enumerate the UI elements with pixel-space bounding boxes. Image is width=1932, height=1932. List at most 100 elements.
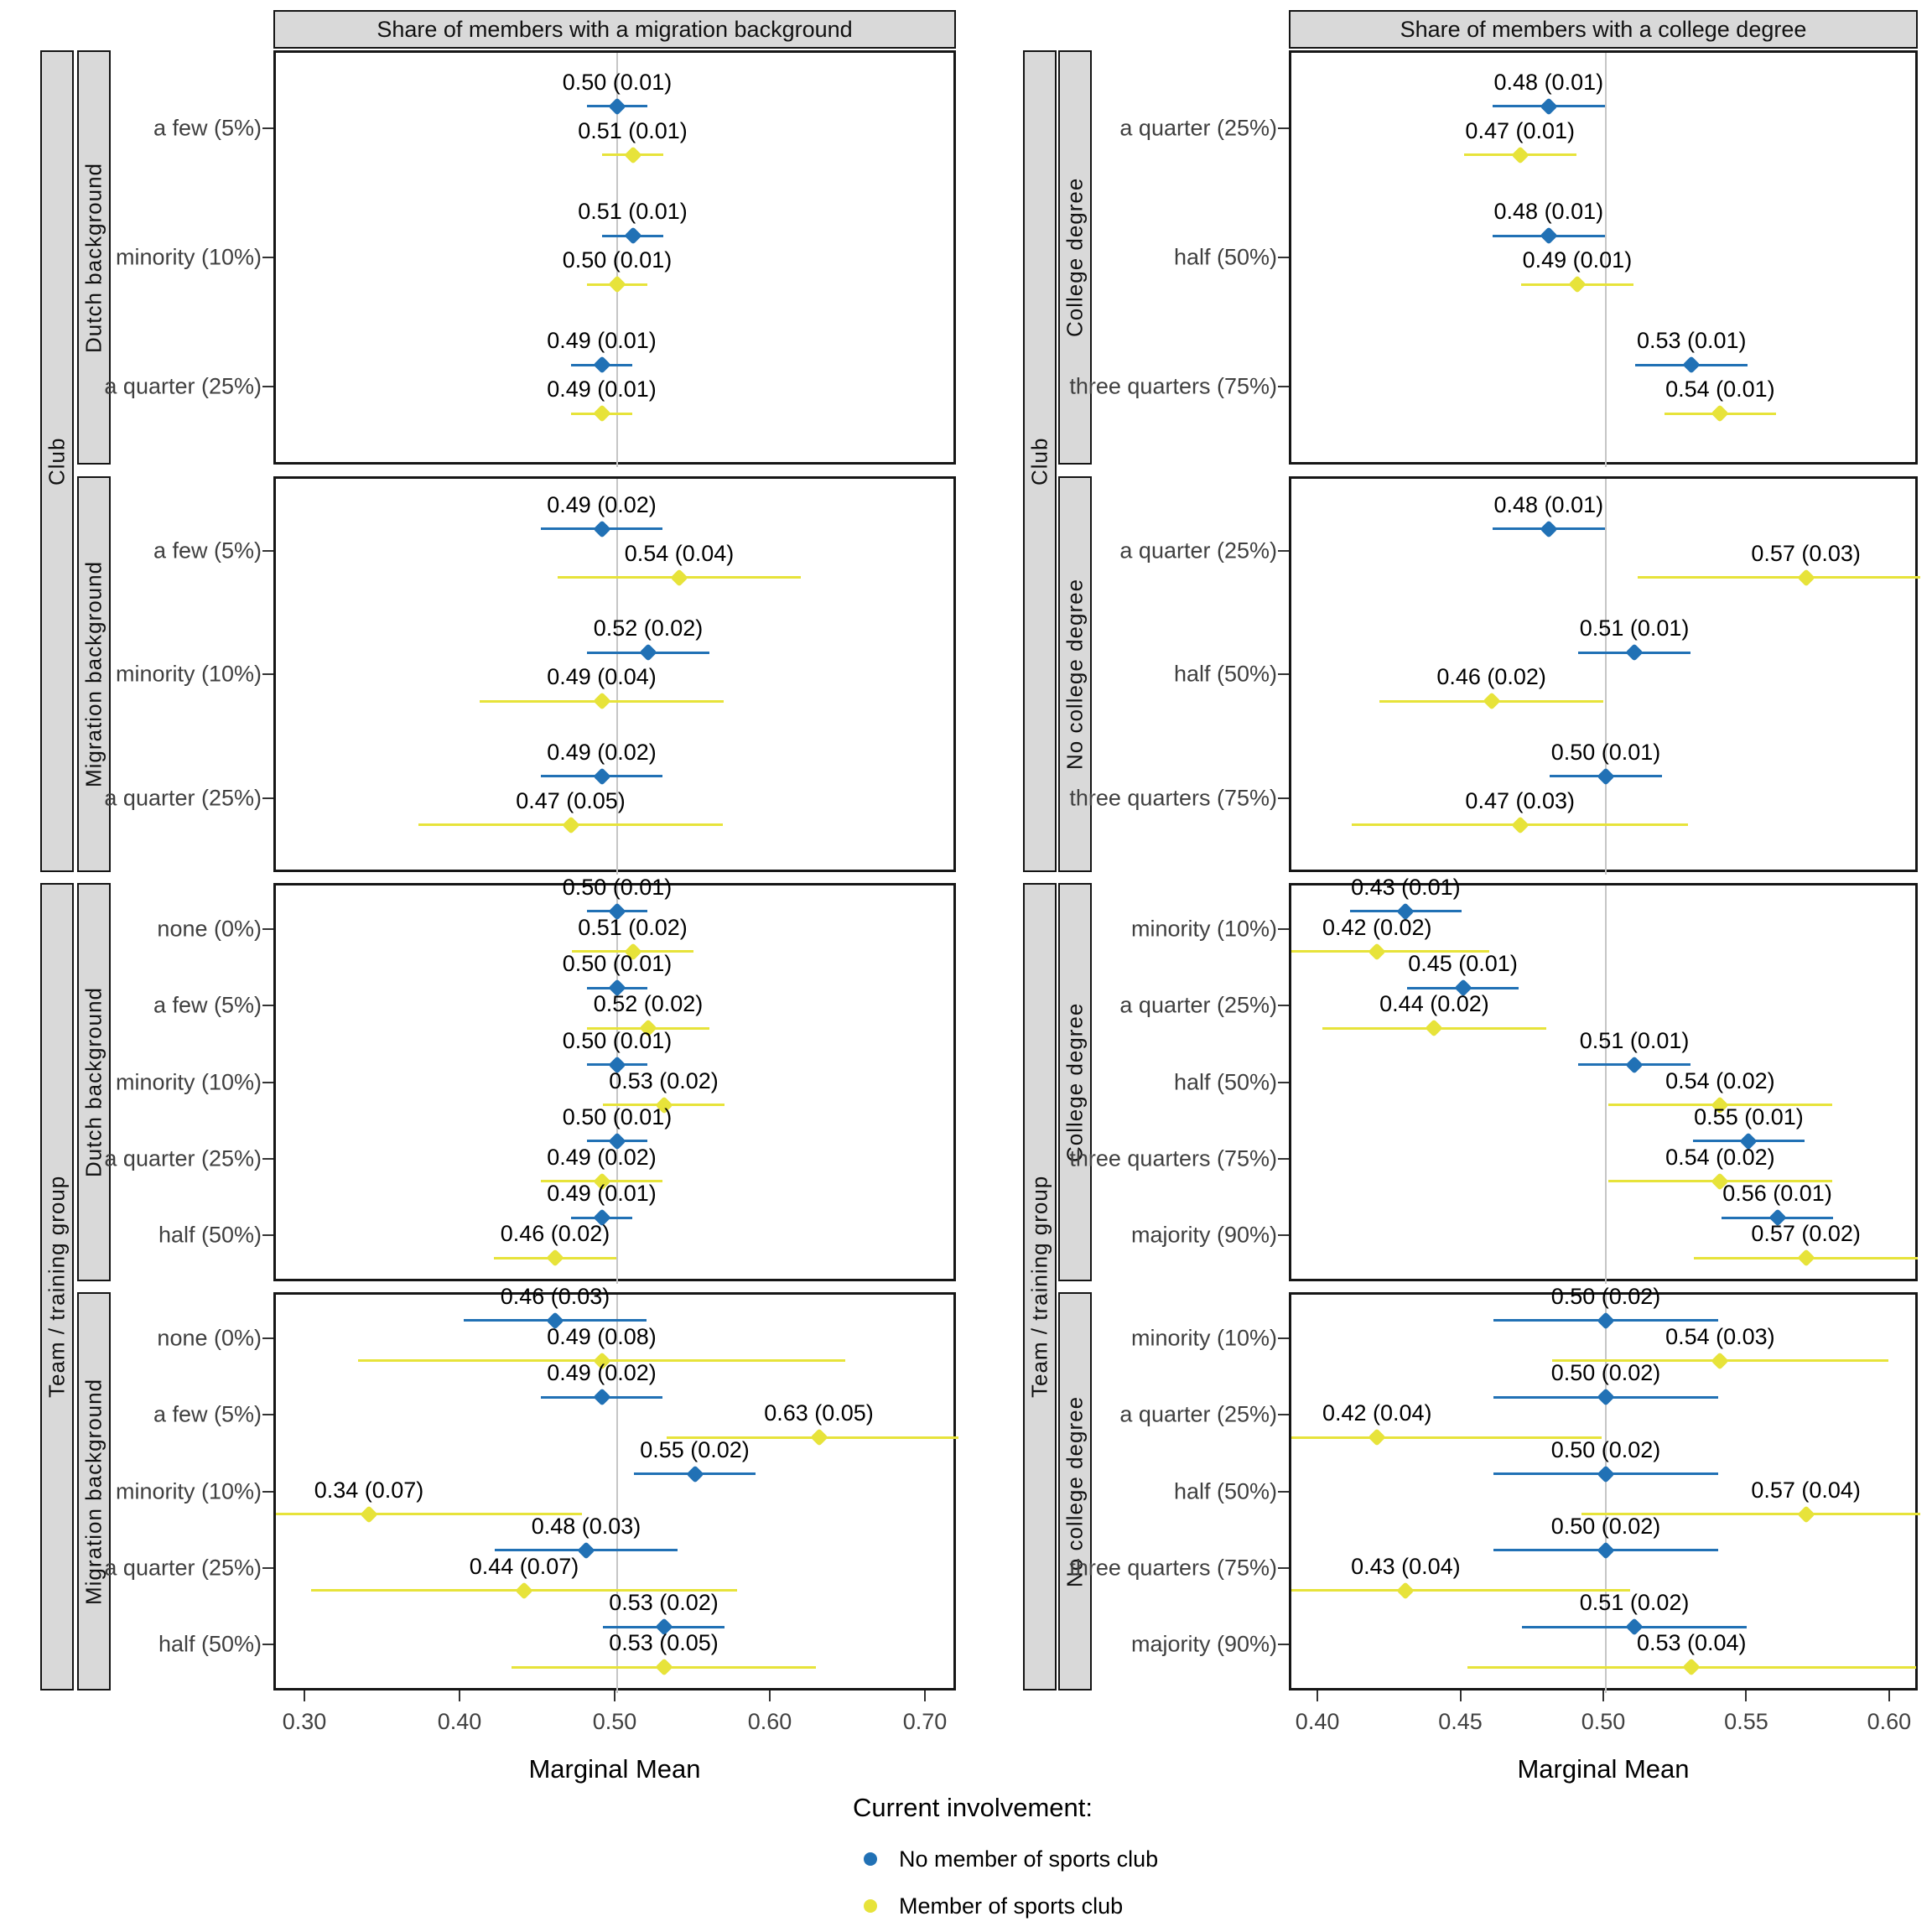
point-no-member xyxy=(1597,1464,1615,1483)
x-axis-title: Marginal Mean xyxy=(528,1754,701,1784)
value-label-member: 0.47 (0.01) xyxy=(1465,117,1576,143)
x-axis-tick-label: 0.50 xyxy=(592,1709,637,1734)
category-label: a few (5%) xyxy=(153,538,262,563)
point-no-member xyxy=(639,643,657,662)
value-label-no-member: 0.53 (0.02) xyxy=(609,1590,719,1616)
value-label-no-member: 0.50 (0.02) xyxy=(1550,1360,1661,1386)
y-axis-tick xyxy=(1278,1644,1289,1646)
value-label-no-member: 0.45 (0.01) xyxy=(1408,951,1518,977)
point-member xyxy=(1797,568,1815,587)
category-label: a quarter (25%) xyxy=(104,785,262,810)
x-axis-tick xyxy=(1745,1690,1748,1701)
category-label: none (0%) xyxy=(157,916,262,942)
value-label-no-member: 0.48 (0.03) xyxy=(531,1513,641,1539)
value-label-member: 0.49 (0.08) xyxy=(547,1323,657,1349)
point-no-member xyxy=(608,97,626,116)
point-no-member xyxy=(1540,97,1558,116)
x-axis-tick-label: 0.40 xyxy=(1295,1709,1340,1734)
x-axis-tick xyxy=(459,1690,460,1701)
reference-gridline xyxy=(616,886,618,1284)
y-axis-tick xyxy=(1278,927,1289,930)
y-axis-tick xyxy=(1278,673,1289,675)
value-label-member: 0.57 (0.03) xyxy=(1751,540,1861,566)
value-label-member: 0.54 (0.02) xyxy=(1665,1144,1775,1170)
point-no-member xyxy=(1597,1311,1615,1330)
point-member xyxy=(1568,275,1587,293)
category-label: minority (10%) xyxy=(1130,916,1277,942)
y-axis-tick xyxy=(1278,797,1289,799)
y-axis-tick xyxy=(1278,1081,1289,1083)
value-label-no-member: 0.51 (0.01) xyxy=(578,199,688,224)
y-axis-tick xyxy=(1278,1157,1289,1160)
point-member xyxy=(1425,1019,1444,1037)
value-label-no-member: 0.43 (0.01) xyxy=(1351,874,1461,900)
value-label-no-member: 0.49 (0.01) xyxy=(547,1181,657,1207)
value-label-member: 0.46 (0.02) xyxy=(1436,664,1546,689)
error-bar-member xyxy=(1291,1589,1630,1592)
value-label-no-member: 0.50 (0.01) xyxy=(562,1027,673,1053)
facet-strip-team-training-group: Team / training group xyxy=(40,883,74,1690)
category-label: minority (10%) xyxy=(115,1069,262,1094)
panel-club-migration-background: 0.49 (0.02) 0.54 (0.04) 0.52 (0.02) 0.49 (0… xyxy=(273,476,956,875)
y-axis-tick xyxy=(1278,1566,1289,1569)
value-label-no-member: 0.51 (0.01) xyxy=(1579,615,1690,641)
point-member xyxy=(561,815,580,834)
y-axis-tick xyxy=(1278,386,1289,388)
x-axis-title: Marginal Mean xyxy=(1517,1754,1690,1784)
value-label-no-member: 0.50 (0.01) xyxy=(1550,739,1661,765)
y-axis-tick xyxy=(262,1005,273,1007)
value-label-member: 0.43 (0.04) xyxy=(1351,1553,1461,1579)
y-axis-tick xyxy=(262,127,273,129)
y-axis-tick xyxy=(1278,1414,1289,1416)
category-label: majority (90%) xyxy=(1130,1631,1277,1657)
value-label-member: 0.63 (0.05) xyxy=(764,1400,874,1426)
value-label-member: 0.49 (0.04) xyxy=(547,664,657,689)
point-member xyxy=(360,1504,378,1524)
no-member-dot-icon xyxy=(864,1852,877,1866)
value-label-member: 0.57 (0.02) xyxy=(1751,1221,1861,1247)
value-label-no-member: 0.49 (0.02) xyxy=(547,1360,657,1386)
category-label: three quarters (75%) xyxy=(1069,785,1277,810)
point-no-member xyxy=(623,226,642,245)
category-label: half (50%) xyxy=(1173,1069,1277,1094)
category-label: three quarters (75%) xyxy=(1069,373,1277,399)
x-axis-tick-label: 0.30 xyxy=(282,1709,327,1734)
value-label-member: 0.42 (0.04) xyxy=(1322,1400,1432,1426)
value-label-no-member: 0.49 (0.02) xyxy=(547,739,657,765)
category-label: minority (10%) xyxy=(115,244,262,270)
value-label-member: 0.51 (0.02) xyxy=(578,914,688,940)
x-axis-tick xyxy=(1888,1690,1890,1701)
point-no-member xyxy=(1597,766,1615,786)
value-label-member: 0.54 (0.02) xyxy=(1665,1067,1775,1093)
point-member xyxy=(1483,692,1501,710)
category-label: a quarter (25%) xyxy=(104,1555,262,1581)
panel-team-training-group-dutch-background: 0.50 (0.01) 0.51 (0.02) 0.50 (0.01) 0.52 (0… xyxy=(273,875,956,1284)
y-axis-tick xyxy=(262,1566,273,1569)
facet-strip-club: Club xyxy=(40,50,74,872)
y-axis-tick xyxy=(262,927,273,930)
reference-gridline xyxy=(1605,479,1607,875)
value-label-member: 0.51 (0.01) xyxy=(578,117,688,143)
reference-gridline xyxy=(616,1295,618,1693)
value-label-member: 0.53 (0.04) xyxy=(1636,1630,1747,1656)
panel-club-dutch-background: 0.50 (0.01) 0.51 (0.01) 0.51 (0.01) 0.50 (0… xyxy=(273,50,956,467)
y-axis-tick xyxy=(262,1644,273,1646)
point-member xyxy=(1682,1658,1701,1676)
point-no-member xyxy=(1625,643,1644,662)
facet-strip-club: Club xyxy=(1023,50,1057,872)
value-label-no-member: 0.51 (0.02) xyxy=(1579,1590,1690,1616)
value-label-no-member: 0.50 (0.01) xyxy=(562,951,673,977)
point-member xyxy=(1511,815,1530,834)
y-axis-tick xyxy=(262,257,273,258)
value-label-no-member: 0.55 (0.02) xyxy=(640,1436,750,1462)
x-axis-tick xyxy=(614,1690,615,1701)
category-label: half (50%) xyxy=(158,1222,262,1248)
point-no-member xyxy=(1540,519,1558,538)
facet-strip-migration-background: Migration background xyxy=(77,1292,111,1690)
value-label-member: 0.44 (0.07) xyxy=(469,1553,579,1579)
point-member xyxy=(515,1581,533,1600)
value-label-member: 0.49 (0.01) xyxy=(547,377,657,402)
x-axis-tick xyxy=(304,1690,305,1701)
y-axis-tick xyxy=(262,673,273,675)
value-label-no-member: 0.48 (0.01) xyxy=(1493,69,1604,95)
